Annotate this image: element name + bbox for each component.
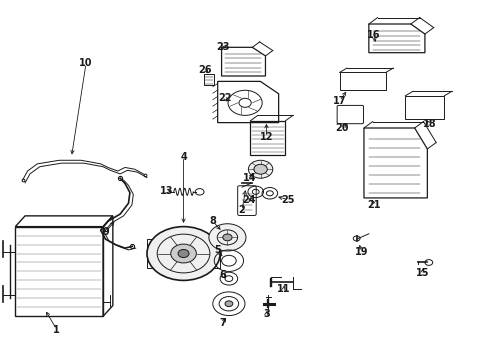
Text: 9: 9 <box>102 227 109 237</box>
Text: 4: 4 <box>180 152 186 162</box>
Text: 16: 16 <box>366 30 380 40</box>
Circle shape <box>248 160 272 178</box>
Text: 23: 23 <box>215 42 229 52</box>
Circle shape <box>147 226 220 280</box>
Circle shape <box>170 244 196 263</box>
Text: 15: 15 <box>415 268 428 278</box>
Text: 2: 2 <box>238 206 245 216</box>
Text: 20: 20 <box>335 123 348 133</box>
Circle shape <box>253 164 267 174</box>
Circle shape <box>208 224 245 251</box>
Text: 19: 19 <box>354 247 367 257</box>
Bar <box>250 121 285 155</box>
Text: 18: 18 <box>422 120 436 129</box>
Text: 17: 17 <box>332 96 346 106</box>
Text: 11: 11 <box>276 284 290 294</box>
Text: 5: 5 <box>214 245 221 255</box>
Circle shape <box>223 234 232 241</box>
Bar <box>405 96 444 119</box>
Bar <box>339 72 385 90</box>
Text: 6: 6 <box>219 270 225 280</box>
Text: 12: 12 <box>259 132 273 142</box>
Text: 24: 24 <box>242 195 256 205</box>
Text: 25: 25 <box>281 195 295 205</box>
Text: 21: 21 <box>366 200 380 210</box>
Text: 8: 8 <box>209 216 216 226</box>
Bar <box>203 74 214 85</box>
Text: 3: 3 <box>263 310 269 319</box>
Text: 7: 7 <box>219 319 225 328</box>
Text: 10: 10 <box>79 58 93 68</box>
Text: 13: 13 <box>160 186 173 196</box>
Text: 26: 26 <box>198 65 212 75</box>
Circle shape <box>178 249 189 257</box>
Circle shape <box>224 301 232 307</box>
Text: 1: 1 <box>53 325 60 334</box>
Text: 14: 14 <box>242 173 256 183</box>
Text: 22: 22 <box>218 93 231 103</box>
